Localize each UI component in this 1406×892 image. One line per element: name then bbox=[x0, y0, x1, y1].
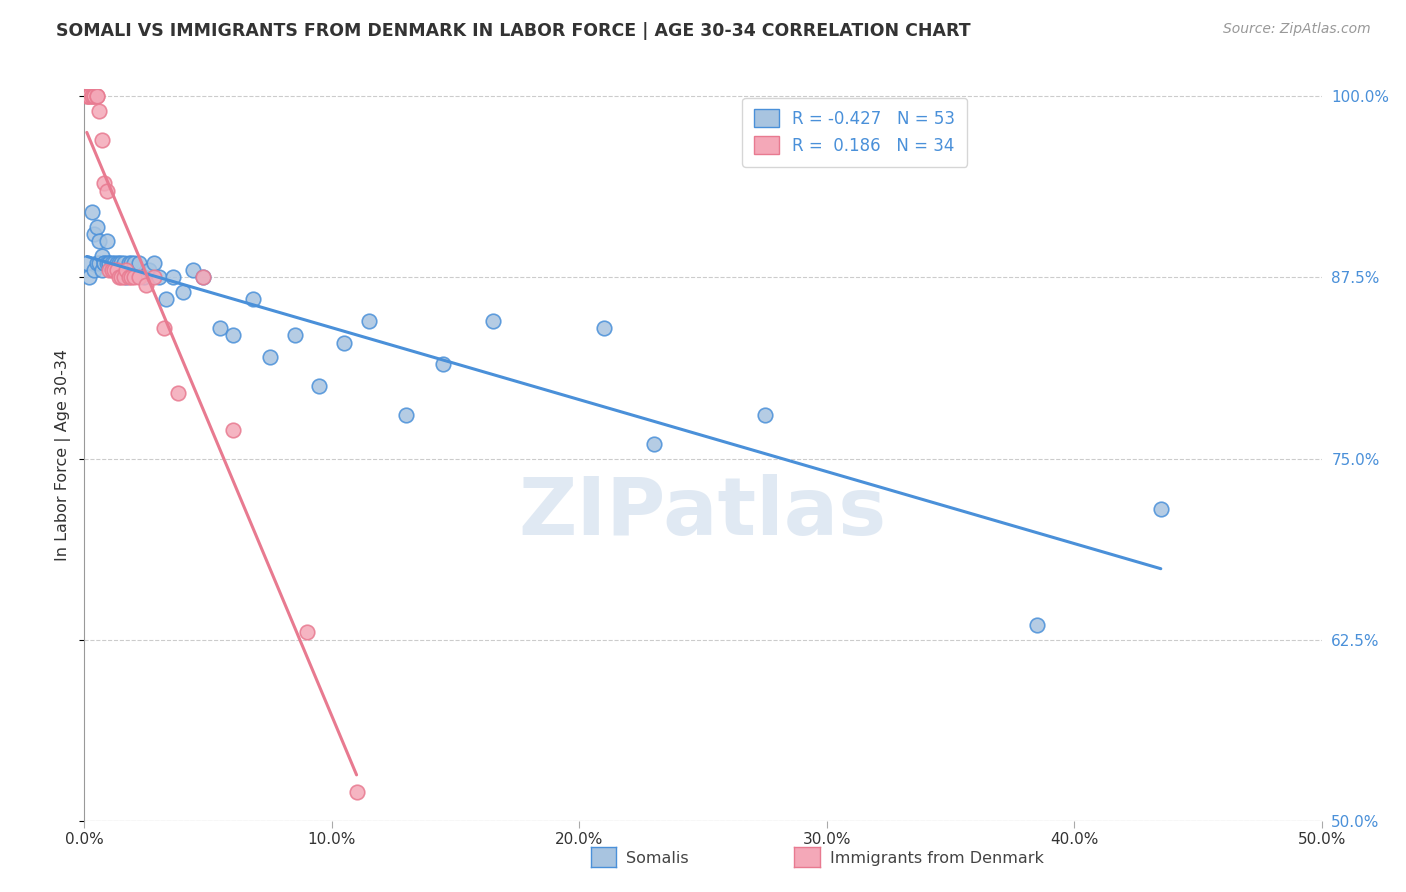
Point bbox=[83, 227, 105, 241]
Legend: R = -0.427   N = 53, R =  0.186   N = 34: R = -0.427 N = 53, R = 0.186 N = 34 bbox=[742, 97, 967, 167]
Y-axis label: In Labor Force | Age 30-34: In Labor Force | Age 30-34 bbox=[55, 349, 72, 561]
Point bbox=[83, 263, 105, 277]
Point bbox=[90, 263, 112, 277]
Point bbox=[172, 285, 194, 299]
Point bbox=[481, 314, 503, 328]
Point bbox=[93, 177, 115, 191]
Text: Somalis: Somalis bbox=[626, 851, 689, 865]
Point bbox=[754, 408, 776, 422]
Point bbox=[103, 263, 125, 277]
Point bbox=[105, 263, 128, 277]
Point bbox=[108, 270, 131, 285]
Point bbox=[100, 256, 122, 270]
Point bbox=[357, 314, 380, 328]
Point bbox=[118, 270, 141, 285]
Text: Source: ZipAtlas.com: Source: ZipAtlas.com bbox=[1223, 22, 1371, 37]
Point bbox=[98, 256, 121, 270]
Point bbox=[86, 219, 108, 234]
Point bbox=[80, 205, 103, 219]
Point bbox=[96, 256, 118, 270]
Point bbox=[135, 277, 157, 292]
Point bbox=[162, 270, 184, 285]
Point bbox=[209, 321, 232, 335]
Point bbox=[120, 270, 142, 285]
Point bbox=[191, 270, 214, 285]
Point bbox=[128, 270, 150, 285]
Point bbox=[100, 263, 122, 277]
Point bbox=[222, 328, 245, 343]
Point bbox=[108, 256, 131, 270]
Point bbox=[395, 408, 418, 422]
Point bbox=[80, 89, 103, 103]
Point bbox=[89, 234, 111, 248]
Point bbox=[90, 133, 112, 147]
Point bbox=[103, 256, 125, 270]
Point bbox=[96, 234, 118, 248]
Point bbox=[79, 270, 101, 285]
Point bbox=[118, 256, 141, 270]
Point bbox=[89, 103, 111, 118]
Point bbox=[76, 89, 98, 103]
Point bbox=[155, 292, 177, 306]
Point bbox=[142, 270, 165, 285]
Text: Immigrants from Denmark: Immigrants from Denmark bbox=[830, 851, 1043, 865]
Point bbox=[86, 256, 108, 270]
Point bbox=[112, 270, 135, 285]
Point bbox=[242, 292, 264, 306]
Point bbox=[148, 270, 170, 285]
Point bbox=[76, 256, 98, 270]
Point bbox=[96, 184, 118, 198]
Point bbox=[83, 89, 105, 103]
Point bbox=[643, 437, 665, 451]
Point bbox=[86, 89, 108, 103]
Point bbox=[110, 256, 132, 270]
Point bbox=[152, 321, 174, 335]
Point bbox=[79, 89, 101, 103]
Point bbox=[259, 350, 281, 364]
Point bbox=[128, 256, 150, 270]
Point bbox=[120, 256, 142, 270]
Point bbox=[110, 270, 132, 285]
Point bbox=[98, 263, 121, 277]
Point bbox=[80, 89, 103, 103]
Point bbox=[122, 270, 145, 285]
Point bbox=[593, 321, 616, 335]
Point bbox=[432, 358, 454, 372]
Point bbox=[222, 423, 245, 437]
Point bbox=[83, 89, 105, 103]
Point bbox=[93, 256, 115, 270]
Point bbox=[76, 89, 98, 103]
Point bbox=[1150, 502, 1173, 516]
Point bbox=[191, 270, 214, 285]
Point bbox=[86, 89, 108, 103]
Point bbox=[1026, 618, 1049, 632]
Point bbox=[79, 89, 101, 103]
Point bbox=[142, 256, 165, 270]
Point bbox=[105, 256, 128, 270]
Text: ZIPatlas: ZIPatlas bbox=[519, 475, 887, 552]
Point bbox=[93, 256, 115, 270]
Point bbox=[115, 263, 138, 277]
Point bbox=[132, 270, 155, 285]
Point bbox=[284, 328, 307, 343]
Point bbox=[90, 249, 112, 263]
Point bbox=[167, 386, 190, 401]
Point bbox=[333, 335, 356, 350]
Point bbox=[89, 256, 111, 270]
Point bbox=[346, 785, 368, 799]
Point bbox=[181, 263, 204, 277]
Point bbox=[98, 256, 121, 270]
Point bbox=[112, 256, 135, 270]
Point bbox=[115, 270, 138, 285]
Text: SOMALI VS IMMIGRANTS FROM DENMARK IN LABOR FORCE | AGE 30-34 CORRELATION CHART: SOMALI VS IMMIGRANTS FROM DENMARK IN LAB… bbox=[56, 22, 972, 40]
Point bbox=[122, 256, 145, 270]
Point bbox=[138, 263, 160, 277]
Point bbox=[295, 625, 318, 640]
Point bbox=[308, 379, 330, 393]
